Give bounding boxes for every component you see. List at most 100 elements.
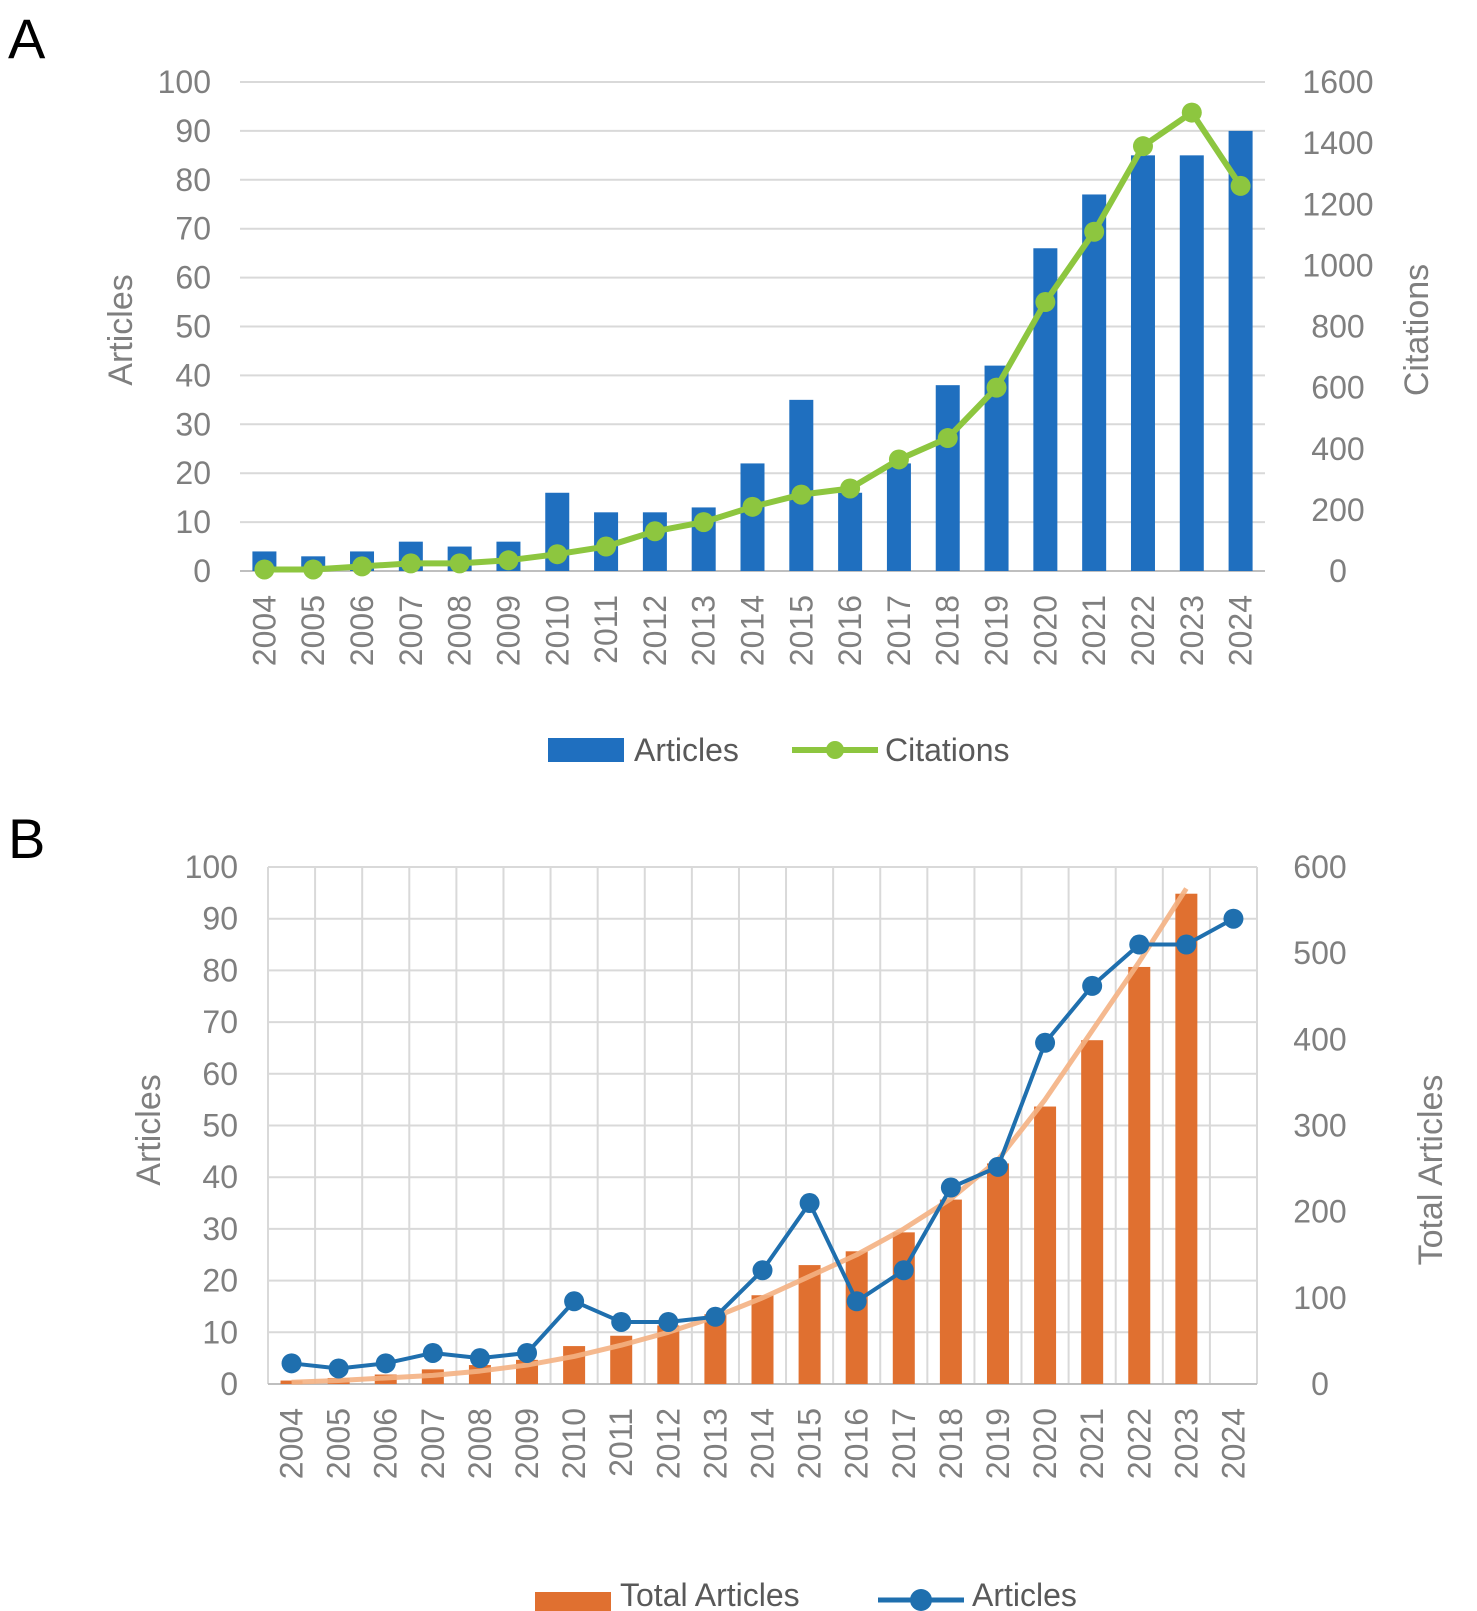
b-x-tick-label: 2016 <box>839 1408 875 1479</box>
b-articles-point <box>564 1291 585 1312</box>
a-left-tick-label: 40 <box>175 357 211 393</box>
a-x-tick-label: 2019 <box>979 595 1015 666</box>
b-x-tick-label: 2011 <box>603 1408 639 1477</box>
a-left-ticks: 0 10 20 30 40 50 60 70 80 90 100 <box>158 64 211 589</box>
b-x-tick-label: 2007 <box>415 1408 451 1479</box>
a-x-tick-label: 2014 <box>735 595 771 666</box>
b-articles-point <box>281 1353 302 1374</box>
a-legend: Articles Citations <box>548 732 1010 768</box>
b-x-tick-label: 2022 <box>1121 1408 1157 1479</box>
b-articles-point <box>658 1311 679 1332</box>
b-legend-total-swatch <box>535 1592 611 1611</box>
b-right-tick-label: 300 <box>1293 1108 1346 1144</box>
b-right-tick-label: 400 <box>1293 1021 1346 1057</box>
a-right-tick-label: 1400 <box>1302 125 1373 161</box>
b-left-tick-label: 80 <box>202 952 238 988</box>
b-left-tick-label: 100 <box>185 849 238 885</box>
b-x-tick-label: 2020 <box>1027 1408 1063 1479</box>
a-x-tick-label: 2006 <box>344 595 380 666</box>
b-articles-point <box>940 1177 961 1198</box>
a-citations-point <box>937 428 958 449</box>
chart-a: A 0 10 20 30 40 50 60 70 80 90 100 0 200 400 600 800 10… <box>8 7 1436 768</box>
b-articles-point <box>1223 908 1244 929</box>
b-articles-point <box>1035 1032 1056 1053</box>
a-citations-point <box>1230 175 1251 196</box>
a-x-tick-label: 2013 <box>686 595 722 666</box>
a-x-tick-label: 2009 <box>490 595 526 666</box>
b-x-tick-label: 2015 <box>792 1408 828 1479</box>
b-legend: Total Articles Articles <box>535 1577 1077 1611</box>
a-x-tick-label: 2005 <box>295 595 331 666</box>
panel-label-b: B <box>8 807 45 870</box>
b-right-ticks: 0 100 200 300 400 500 600 <box>1293 849 1346 1402</box>
b-trendline <box>291 887 1189 1385</box>
b-bar-total-articles <box>1081 1040 1104 1384</box>
b-x-tick-label: 2017 <box>886 1408 922 1479</box>
b-left-tick-label: 20 <box>202 1263 238 1299</box>
a-bar-articles <box>1179 155 1204 571</box>
a-left-tick-label: 100 <box>158 64 211 100</box>
a-left-tick-label: 30 <box>175 406 211 442</box>
b-articles-point <box>611 1311 632 1332</box>
a-left-tick-label: 50 <box>175 309 211 345</box>
a-x-tick-label: 2010 <box>539 595 575 666</box>
b-articles-point <box>469 1348 490 1369</box>
b-bar-total-articles <box>1128 966 1151 1384</box>
b-x-tick-label: 2021 <box>1074 1408 1110 1479</box>
a-left-tick-label: 90 <box>175 113 211 149</box>
b-bar-total-articles <box>1034 1106 1057 1384</box>
b-bar-total-articles <box>798 1265 821 1384</box>
a-citations-point <box>888 449 909 470</box>
b-x-tick-label: 2019 <box>980 1408 1016 1479</box>
b-articles-point <box>752 1260 773 1281</box>
a-citations-point <box>596 536 617 557</box>
b-right-tick-label: 500 <box>1293 935 1346 971</box>
a-citations-point <box>352 556 373 577</box>
a-citations-point <box>400 553 421 574</box>
b-y2-axis-title: Total Articles <box>1412 1075 1450 1266</box>
b-right-tick-label: 0 <box>1311 1366 1329 1402</box>
a-x-tick-label: 2022 <box>1125 595 1161 666</box>
a-right-tick-label: 400 <box>1311 431 1364 467</box>
b-articles-point <box>705 1306 726 1327</box>
b-x-tick-label: 2024 <box>1215 1408 1251 1479</box>
b-x-tick-label: 2012 <box>650 1408 686 1479</box>
b-articles-line <box>281 908 1244 1379</box>
a-citations-line <box>254 102 1251 580</box>
b-bar-total-articles <box>657 1325 680 1384</box>
b-bar-total-articles <box>845 1251 868 1384</box>
b-x-tick-label: 2006 <box>368 1408 404 1479</box>
a-bar-articles <box>1228 130 1253 571</box>
b-bar-total-articles <box>563 1346 586 1384</box>
b-left-tick-label: 40 <box>202 1159 238 1195</box>
a-right-tick-label: 600 <box>1311 370 1364 406</box>
a-citations-point <box>547 544 568 565</box>
a-citations-point <box>742 496 763 517</box>
a-citations-point <box>840 478 861 499</box>
a-legend-articles-swatch <box>548 738 624 762</box>
chart-b: B 0 10 20 30 40 50 60 70 80 90 100 0 100 200 300 400 50… <box>8 807 1450 1611</box>
a-citations-point <box>1084 221 1105 242</box>
b-x-tick-label: 2008 <box>462 1408 498 1479</box>
a-right-tick-label: 0 <box>1329 553 1347 589</box>
b-articles-point <box>893 1260 914 1281</box>
b-articles-point <box>1082 975 1103 996</box>
a-citations-point <box>644 521 665 542</box>
a-citations-point <box>986 377 1007 398</box>
b-articles-point <box>799 1193 820 1214</box>
b-left-tick-label: 50 <box>202 1108 238 1144</box>
b-right-tick-label: 600 <box>1293 849 1346 885</box>
a-left-tick-label: 20 <box>175 455 211 491</box>
b-left-tick-label: 10 <box>202 1314 238 1350</box>
a-left-tick-label: 70 <box>175 211 211 247</box>
a-x-tick-label: 2018 <box>930 595 966 666</box>
b-x-tick-label: 2013 <box>697 1408 733 1479</box>
b-bar-total-articles <box>751 1295 774 1384</box>
b-x-tick-label: 2004 <box>274 1408 310 1479</box>
a-x-tick-label: 2021 <box>1076 595 1112 666</box>
b-articles-point <box>1129 934 1150 955</box>
a-x-tick-label: 2016 <box>832 595 868 666</box>
a-bar-articles <box>886 463 911 571</box>
b-x-tick-label: 2010 <box>556 1408 592 1479</box>
a-bar-articles <box>1130 155 1155 571</box>
